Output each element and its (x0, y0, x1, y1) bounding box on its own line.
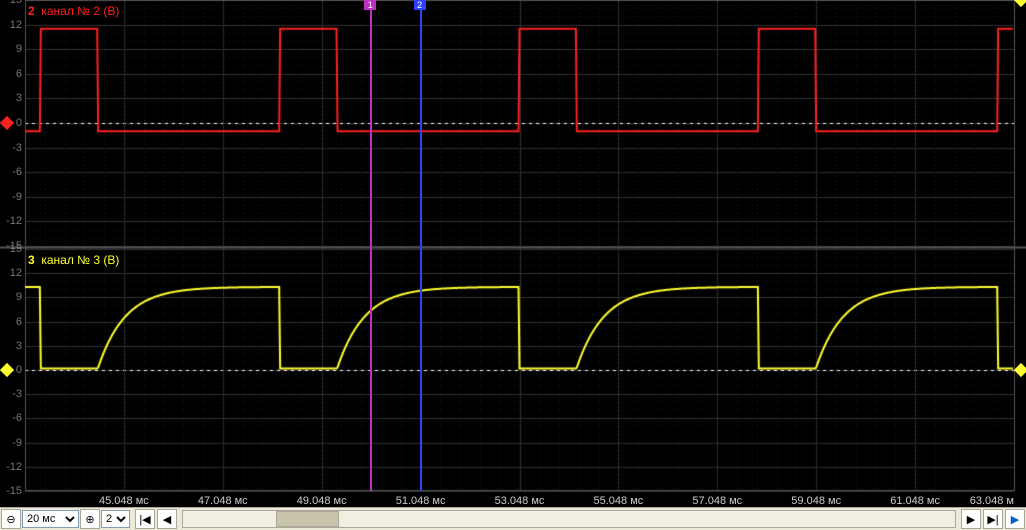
y-tick: -9 (0, 437, 22, 449)
y-axis-labels: -15-12-9-6-303691215-15-12-9-6-303691215 (0, 0, 25, 507)
y-tick: -3 (0, 142, 22, 154)
zoom-in-button[interactable]: ⊕ (80, 509, 100, 529)
y-tick: 15 (0, 0, 22, 6)
timebase-select[interactable]: 10 мс20 мс50 мс100 мс (22, 510, 79, 528)
x-tick: 57.048 мс (692, 495, 742, 507)
y-tick: -12 (0, 461, 22, 473)
y-tick: -12 (0, 215, 22, 227)
x-tick: 49.048 мс (297, 495, 347, 507)
cursor-tag: 1 (364, 0, 376, 10)
y-tick: 12 (0, 267, 22, 279)
x-tick: 55.048 мс (594, 495, 644, 507)
y-tick: 9 (0, 43, 22, 55)
x-tick: 63.048 м (970, 495, 1014, 507)
nav-first-button[interactable]: |◀ (135, 509, 155, 529)
waveform-canvas (0, 0, 1026, 507)
x-tick: 59.048 мс (791, 495, 841, 507)
y-tick: 6 (0, 68, 22, 80)
scroll-thumb[interactable] (276, 511, 340, 527)
nav-prev-button[interactable]: ◀ (157, 509, 177, 529)
toolbar: ⊖ 10 мс20 мс50 мс100 мс ⊕ 1248 |◀ ◀ ▶ ▶|… (0, 507, 1026, 530)
channel-label-ch3: 3 канал № 3 (В) (28, 253, 119, 267)
cursor-tag: 2 (414, 0, 426, 10)
y-tick: -6 (0, 166, 22, 178)
x-tick: 47.048 мс (198, 495, 248, 507)
x-tick: 45.048 мс (99, 495, 149, 507)
zoom-out-button[interactable]: ⊖ (1, 509, 21, 529)
x-tick: 53.048 мс (495, 495, 545, 507)
horizontal-scrollbar[interactable] (182, 510, 956, 528)
y-tick: -3 (0, 388, 22, 400)
cursor-1[interactable]: 1 (370, 0, 372, 491)
y-tick: 6 (0, 316, 22, 328)
x-axis-labels: 45.048 мс 47.048 мс 49.048 мс 51.048 мс 53.0… (0, 493, 1026, 507)
y-tick: -6 (0, 412, 22, 424)
nav-last-button[interactable]: ▶| (983, 509, 1003, 529)
y-tick: 15 (0, 243, 22, 255)
count-select[interactable]: 1248 (101, 510, 130, 528)
channel-label-ch2: 2 канал № 2 (В) (28, 4, 119, 18)
nav-next-button[interactable]: ▶ (961, 509, 981, 529)
y-tick: 3 (0, 92, 22, 104)
x-tick: 51.048 мс (396, 495, 446, 507)
y-tick: 9 (0, 291, 22, 303)
cursor-2[interactable]: 2 (420, 0, 422, 491)
y-tick: -9 (0, 191, 22, 203)
y-tick: 3 (0, 340, 22, 352)
y-tick: 12 (0, 19, 22, 31)
play-button[interactable]: ▶ (1005, 509, 1025, 529)
x-tick: 61.048 мс (890, 495, 940, 507)
oscilloscope-display: -15-12-9-6-303691215-15-12-9-6-303691215… (0, 0, 1026, 507)
